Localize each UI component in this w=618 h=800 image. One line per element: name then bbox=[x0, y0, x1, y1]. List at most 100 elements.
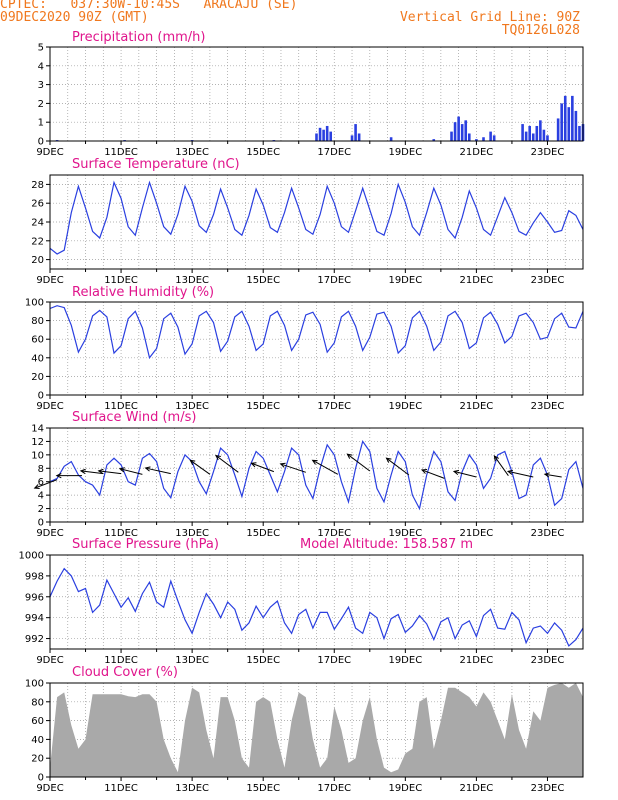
x-tick-label: 9DEC bbox=[36, 401, 63, 412]
panel-1: 0 1 2 3 4 5 9DEC 11DEC 13DEC 15DEC 17DEC 19DEC 21DEC… bbox=[36, 30, 585, 158]
wind-arrowhead bbox=[118, 467, 125, 473]
wind-arrowhead bbox=[215, 454, 221, 461]
precip-bar bbox=[354, 124, 357, 141]
y-tick-label: 0 bbox=[38, 137, 44, 148]
y-tick-label: 60 bbox=[31, 716, 44, 727]
y-tick-label: 8 bbox=[38, 464, 44, 475]
x-tick-label: 11DEC bbox=[104, 655, 138, 666]
panel-frame bbox=[49, 427, 584, 523]
x-tick-label: 17DEC bbox=[317, 528, 351, 539]
panel-title: Surface Temperature (nC) bbox=[72, 157, 240, 172]
wind-arrowhead bbox=[33, 484, 40, 490]
y-tick-label: 40 bbox=[31, 735, 44, 746]
wind-vector bbox=[493, 455, 509, 476]
y-tick-label: 20 bbox=[31, 372, 44, 383]
x-tick-label: 19DEC bbox=[388, 528, 422, 539]
precip-bar bbox=[322, 129, 325, 141]
wind-arrowhead bbox=[385, 457, 392, 463]
wind-vector bbox=[280, 463, 306, 473]
precip-bar bbox=[315, 133, 318, 141]
wind-vector bbox=[312, 459, 339, 475]
series-line bbox=[49, 180, 584, 255]
wind-arrowhead bbox=[346, 453, 353, 459]
precip-bar bbox=[524, 131, 528, 141]
wind-vector bbox=[215, 455, 239, 473]
precip-bar bbox=[318, 127, 322, 141]
x-tick-label: 13DEC bbox=[175, 783, 209, 794]
panel-frame bbox=[49, 301, 584, 396]
y-tick-label: 80 bbox=[31, 316, 44, 327]
x-tick-label: 13DEC bbox=[175, 528, 209, 539]
x-tick-label: 11DEC bbox=[104, 401, 138, 412]
y-tick-label: 4 bbox=[38, 61, 44, 72]
x-tick-label: 9DEC bbox=[36, 275, 63, 286]
wind-arrowhead bbox=[97, 468, 104, 474]
x-tick-label: 19DEC bbox=[388, 783, 422, 794]
date-line: 09DEC2020 90Z (GMT) bbox=[0, 10, 149, 25]
wind-vector bbox=[421, 469, 445, 479]
precip-bar bbox=[482, 137, 485, 141]
panel-title: Relative Humidity (%) bbox=[72, 285, 214, 300]
x-tick-label: 13DEC bbox=[175, 275, 209, 286]
wind-arrowhead bbox=[279, 462, 286, 468]
y-tick-label: 998 bbox=[25, 571, 44, 582]
y-tick-label: 1 bbox=[38, 118, 44, 129]
x-tick-label: 23DEC bbox=[531, 401, 565, 412]
x-tick-label: 9DEC bbox=[36, 783, 63, 794]
x-tick-label: 15DEC bbox=[246, 147, 280, 158]
y-tick-label: 24 bbox=[31, 218, 44, 229]
precip-bar bbox=[464, 120, 468, 141]
precip-bar bbox=[389, 137, 393, 141]
x-tick-label: 21DEC bbox=[460, 655, 494, 666]
precip-bar bbox=[535, 125, 539, 141]
y-tick-label: 5 bbox=[38, 43, 44, 54]
x-tick-label: 19DEC bbox=[388, 275, 422, 286]
panel-frame bbox=[49, 46, 584, 142]
y-tick-label: 14 bbox=[31, 424, 44, 435]
y-tick-label: 80 bbox=[31, 697, 44, 708]
y-tick-label: 1000 bbox=[19, 551, 44, 562]
wind-vector bbox=[34, 479, 58, 489]
wind-vector bbox=[190, 459, 211, 475]
x-tick-label: 15DEC bbox=[246, 655, 280, 666]
panel-2: 20 22 24 26 28 9DEC 11DEC 13DEC 15DEC 17DEC 19DEC 2… bbox=[31, 157, 584, 286]
series-line bbox=[49, 567, 584, 647]
x-tick-label: 23DEC bbox=[531, 147, 565, 158]
precip-bar bbox=[571, 95, 574, 141]
wind-vector bbox=[453, 470, 477, 478]
precip-bar bbox=[357, 133, 361, 141]
wind-arrowhead bbox=[79, 468, 86, 474]
x-tick-label: 13DEC bbox=[175, 401, 209, 412]
panel-title: Surface Wind (m/s) bbox=[72, 410, 196, 425]
precip-bar bbox=[460, 124, 464, 141]
y-tick-label: 994 bbox=[25, 613, 44, 624]
x-tick-label: 21DEC bbox=[460, 275, 494, 286]
wind-arrowhead bbox=[493, 455, 500, 462]
series-line bbox=[49, 305, 584, 360]
y-tick-label: 0 bbox=[38, 773, 44, 784]
x-tick-label: 15DEC bbox=[246, 783, 280, 794]
wind-arrowhead bbox=[506, 469, 514, 475]
wind-arrowhead bbox=[543, 472, 550, 478]
x-tick-label: 21DEC bbox=[460, 783, 494, 794]
x-tick-label: 11DEC bbox=[104, 783, 138, 794]
series-line bbox=[49, 439, 584, 511]
precip-bar bbox=[492, 135, 496, 141]
precip-bar bbox=[567, 107, 571, 141]
wind-arrowhead bbox=[250, 462, 257, 468]
y-tick-label: 6 bbox=[38, 477, 44, 488]
y-tick-label: 0 bbox=[38, 518, 44, 529]
wind-vector bbox=[119, 468, 143, 475]
precip-bar bbox=[450, 131, 453, 141]
x-tick-label: 21DEC bbox=[460, 147, 494, 158]
wind-arrowhead bbox=[311, 459, 318, 465]
wind-vector bbox=[544, 473, 562, 478]
y-tick-label: 26 bbox=[31, 199, 44, 210]
panel-frame bbox=[49, 682, 584, 778]
precip-bar bbox=[531, 133, 535, 141]
grid-note: Vertical Grid Line: 90Z bbox=[399, 10, 580, 25]
x-tick-label: 9DEC bbox=[36, 147, 63, 158]
x-tick-label: 17DEC bbox=[317, 655, 351, 666]
panel-title: Surface Pressure (hPa) bbox=[72, 537, 219, 552]
